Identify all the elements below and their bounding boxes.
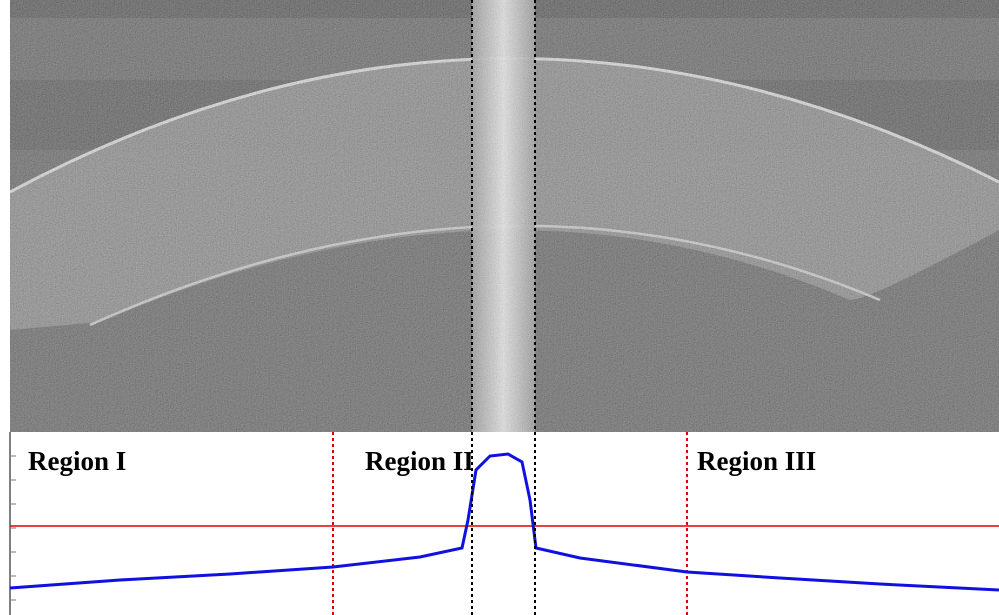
region-label: Region II <box>365 446 474 476</box>
axis-ticks <box>10 455 16 601</box>
region-label: Region I <box>28 446 126 476</box>
profile-panel <box>10 432 999 615</box>
oct-image <box>10 0 999 432</box>
region-label: Region III <box>697 446 816 476</box>
profile-curve <box>9 452 999 592</box>
